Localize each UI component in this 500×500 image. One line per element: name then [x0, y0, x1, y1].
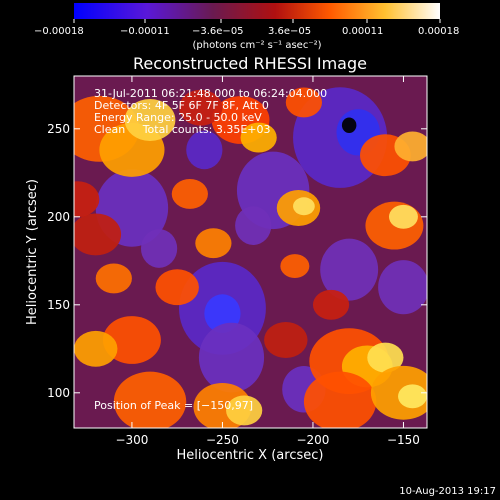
annotation-energy: Energy Range: 25.0 - 50.0 keV	[94, 111, 262, 124]
heatmap-blob	[113, 371, 187, 428]
heatmap-blob	[155, 269, 199, 306]
x-axis-label: Heliocentric X (arcsec)	[177, 448, 324, 463]
heatmap-blob	[74, 213, 122, 256]
heatmap-blob	[394, 131, 427, 162]
heatmap-blob	[240, 122, 277, 153]
heatmap-blob	[102, 316, 161, 364]
colorbar-units: (photons cm⁻² s⁻¹ asec⁻²)	[192, 40, 321, 51]
footer-date: 10-Aug-2013 19:17	[399, 486, 496, 497]
annotation-clean-counts: Clean Total counts: 3.35E+03	[94, 123, 271, 136]
x-tick-label: −250	[206, 433, 239, 447]
heatmap-blob	[367, 342, 404, 373]
heatmap-blob	[280, 254, 310, 279]
heatmap-blob	[95, 263, 132, 294]
colorbar-tick-label: −0.00011	[120, 26, 170, 37]
annotation-time-range: 31-Jul-2011 06:21:48.000 to 06:24:04.000	[94, 87, 327, 100]
heatmap-blob	[186, 130, 223, 170]
colorbar-tick-label: 3.6e−05	[268, 26, 311, 37]
heatmap-blob	[235, 206, 272, 245]
colorbar-tick-label: −3.6e−05	[192, 26, 244, 37]
heatmap-blob	[388, 204, 418, 229]
heatmap-blob	[312, 289, 350, 320]
heatmap-image	[74, 76, 427, 428]
heatmap-blob	[195, 228, 232, 259]
y-axis-ticks: 100 150 200 250	[47, 122, 427, 400]
y-tick-label: 100	[47, 386, 70, 400]
heatmap-blob	[378, 260, 427, 315]
heatmap-blob	[320, 238, 379, 301]
heatmap-blob	[140, 229, 178, 268]
heatmap-blob	[264, 322, 308, 358]
y-tick-label: 200	[47, 210, 70, 224]
heatmap-blob	[124, 99, 176, 141]
heatmap-blob	[74, 181, 100, 218]
chart-title: Reconstructed RHESSI Image	[133, 54, 367, 73]
heatmap-blob	[341, 117, 357, 134]
heatmap-blob	[74, 330, 118, 367]
colorbar	[74, 3, 440, 19]
heatmap-blob	[171, 178, 208, 209]
y-tick-label: 250	[47, 122, 70, 136]
heatmap-blob	[398, 384, 427, 409]
heatmap-blob	[178, 89, 223, 126]
peak-position-label: Position of Peak = [−150,97]	[94, 399, 253, 412]
x-tick-label: −300	[115, 433, 148, 447]
colorbar-tick-label: 0.00011	[342, 26, 383, 37]
annotation-detectors: Detectors: 4F 5F 6F 7F 8F, Att 0	[94, 99, 269, 112]
y-tick-label: 150	[47, 298, 70, 312]
heatmap-blob	[293, 197, 315, 216]
heatmap-blob	[285, 87, 323, 118]
heatmap-blob	[198, 322, 265, 393]
colorbar-tick-label: 0.00018	[418, 26, 459, 37]
colorbar-ticks	[73, 19, 441, 23]
x-tick-label: −200	[296, 433, 329, 447]
plot-frame	[73, 75, 428, 429]
colorbar-tick-label: −0.00018	[34, 26, 84, 37]
y-axis-label: Heliocentric Y (arcsec)	[25, 179, 40, 325]
heatmap-blob	[303, 371, 377, 428]
heatmap-blob	[226, 395, 263, 426]
x-axis-ticks: −300 −250 −200 −150	[115, 76, 420, 447]
x-tick-label: −150	[387, 433, 420, 447]
